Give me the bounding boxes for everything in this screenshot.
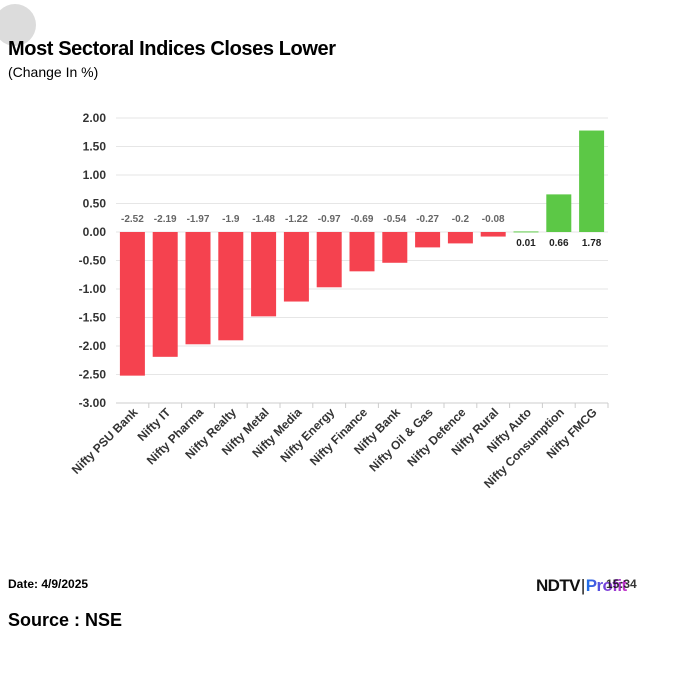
y-tick-label: -1.00 xyxy=(79,282,107,296)
data-label: -2.19 xyxy=(154,214,177,225)
data-label: -1.97 xyxy=(187,214,210,225)
logo-separator: | xyxy=(580,576,585,595)
data-label: -0.2 xyxy=(452,214,470,225)
y-tick-label: -0.50 xyxy=(79,254,107,268)
logo-product: Profit xyxy=(585,576,627,595)
bar xyxy=(546,194,572,232)
y-tick-label: -3.00 xyxy=(79,396,107,410)
data-label: 0.66 xyxy=(549,238,569,249)
bar xyxy=(579,130,605,232)
y-tick-label: 2.00 xyxy=(83,111,107,125)
time-label: 15:34 xyxy=(606,577,637,591)
y-tick-label: -1.50 xyxy=(79,311,107,325)
data-label: -1.9 xyxy=(222,214,240,225)
bar xyxy=(480,232,506,237)
data-label: -0.08 xyxy=(482,214,505,225)
bar xyxy=(218,232,244,341)
data-label: -0.97 xyxy=(318,214,341,225)
bar xyxy=(316,232,342,288)
bar xyxy=(119,232,145,376)
data-label: -1.22 xyxy=(285,214,308,225)
y-tick-label: 1.00 xyxy=(83,168,107,182)
bar xyxy=(251,232,277,317)
date-label: Date: 4/9/2025 xyxy=(8,577,89,591)
bar xyxy=(283,232,309,302)
chart-subtitle: (Change In %) xyxy=(8,64,99,80)
y-tick-label: 0.50 xyxy=(83,197,107,211)
data-label: 0.01 xyxy=(516,238,536,249)
source-label: Source : NSE xyxy=(8,610,123,630)
bar xyxy=(382,232,408,263)
bar-chart: 2.00 1.50 1.00 0.50 0.00 -0.50 -1.00 -1.50 -2.00… xyxy=(69,111,609,491)
bar xyxy=(513,231,539,233)
data-label: -0.27 xyxy=(416,214,439,225)
y-tick-label: -2.50 xyxy=(79,368,107,382)
data-label: -2.52 xyxy=(121,214,144,225)
chart-title: Most Sectoral Indices Closes Lower xyxy=(8,38,336,60)
data-label: -1.48 xyxy=(252,214,275,225)
x-tick-label: Nifty PSU Bank xyxy=(69,405,141,477)
y-tick-label: 1.50 xyxy=(83,140,107,154)
bar xyxy=(415,232,441,248)
y-tick-label: -2.00 xyxy=(79,339,107,353)
y-tick-label: 0.00 xyxy=(83,225,107,239)
corner-badge xyxy=(0,4,36,46)
data-label: 1.78 xyxy=(582,238,602,249)
bar xyxy=(185,232,211,345)
data-label: -0.54 xyxy=(383,214,406,225)
bar xyxy=(349,232,375,272)
ndtv-profit-logo: NDTV|Profit xyxy=(536,575,627,597)
bar xyxy=(152,232,178,357)
data-label: -0.69 xyxy=(351,214,374,225)
logo-brand: NDTV xyxy=(536,576,580,595)
bar xyxy=(447,232,473,244)
